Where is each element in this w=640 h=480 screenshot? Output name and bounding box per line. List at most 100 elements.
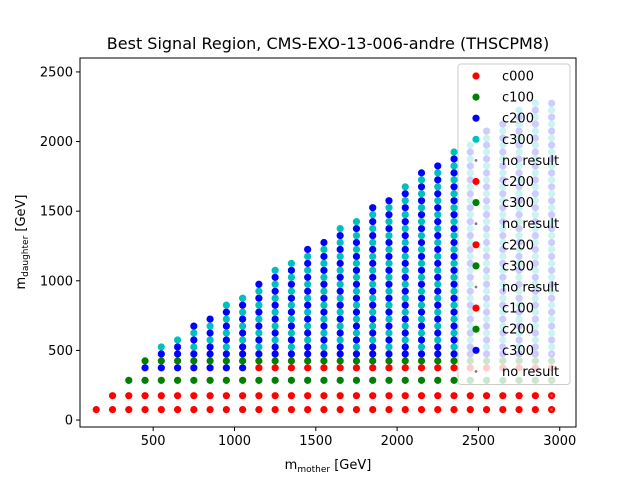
plot-frame [79,57,577,428]
data-point [239,322,247,330]
legend-label: no result [502,281,559,296]
data-point [417,364,426,372]
data-point [239,364,247,372]
data-point [157,350,165,358]
data-point [401,231,409,240]
data-point [417,204,426,212]
data-point [385,280,393,288]
data-point [336,336,344,344]
data-point [499,392,507,400]
data-point [336,252,344,261]
data-point [222,357,230,365]
data-point [369,336,377,344]
data-point [239,336,247,344]
data-point [239,343,247,351]
data-point [401,245,409,254]
data-point [434,197,442,205]
data-point [369,364,377,372]
data-point [450,204,458,212]
data-point [450,329,458,337]
data-point [417,169,426,177]
data-point [222,364,230,372]
data-point [255,280,263,288]
data-point [190,350,198,358]
data-point [352,245,361,254]
data-point [352,273,361,281]
data-point [450,169,458,177]
data-point [271,308,279,316]
data-point [190,336,198,344]
x-tick-label: 500 [141,434,166,449]
data-point [369,259,377,267]
data-point [385,252,393,261]
data-point [222,336,230,344]
data-point [157,357,165,365]
data-point [417,392,426,400]
data-point [239,294,247,302]
y-axis-label: mdaughter [GeV] [14,194,31,289]
data-point [141,376,149,384]
data-point [287,392,296,400]
data-point [450,343,458,351]
legend-label: c100 [502,91,534,106]
data-point [336,405,344,414]
data-point [385,350,393,358]
legend-marker [472,325,480,333]
x-axis-label-unit: [GeV] [330,458,371,473]
data-point [320,266,328,274]
data-point [336,315,344,323]
data-point [434,336,442,344]
data-point [401,294,409,302]
data-point [369,392,377,400]
data-point [287,294,296,302]
data-point [157,392,165,400]
data-point [352,301,361,309]
data-point [369,301,377,309]
data-point [385,392,393,400]
data-point [336,266,344,274]
data-point [369,266,377,274]
data-point [434,287,442,295]
data-point [417,224,426,233]
data-point [304,308,312,316]
data-point [352,315,361,323]
chart-title: Best Signal Region, CMS-EXO-13-006-andre… [107,34,549,53]
data-point [401,322,409,330]
data-point [450,162,458,170]
data-point [222,329,230,337]
data-point [401,357,409,365]
data-point [417,343,426,351]
data-point [450,376,458,384]
data-point [239,329,247,337]
data-point [401,280,409,288]
data-point [450,336,458,344]
data-point [434,364,442,372]
data-point [320,238,328,247]
data-point [255,343,263,351]
data-point [157,376,165,384]
data-point [352,392,361,400]
data-point [255,376,263,384]
data-point [434,315,442,323]
data-point [287,329,296,337]
data-point [320,322,328,330]
data-point [287,315,296,323]
data-point [450,405,458,414]
data-point [450,392,458,400]
legend-label: c000 [502,70,534,85]
data-point [271,266,279,274]
legend-marker [472,304,480,312]
data-point [417,273,426,281]
data-point [417,231,426,240]
data-point [239,405,247,414]
data-point [304,280,312,288]
data-point [385,259,393,267]
data-point [320,329,328,337]
data-point [239,308,247,316]
data-point [401,224,409,233]
data-point [125,405,133,414]
data-point [271,405,279,414]
data-point [434,183,442,191]
data-point [336,231,344,240]
